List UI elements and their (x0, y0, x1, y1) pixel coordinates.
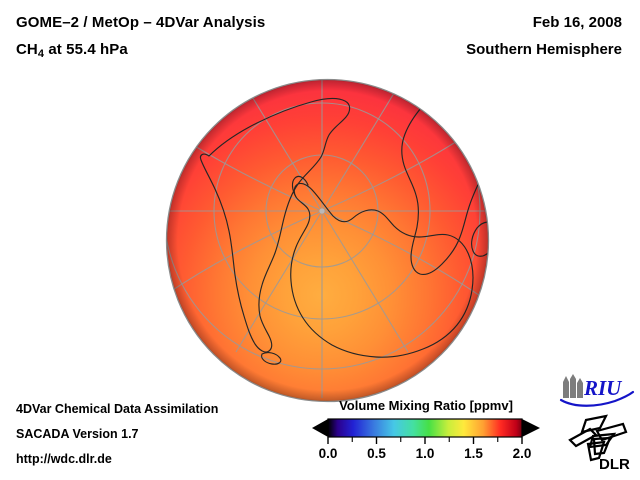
dlr-mark-icon (568, 414, 628, 462)
colorbar-max-arrow (522, 419, 540, 437)
colorbar-min-arrow (312, 419, 328, 437)
page-title: GOME–2 / MetOp – 4DVar Analysis (16, 14, 266, 31)
footer-assimilation-label: 4DVar Chemical Data Assimilation (16, 402, 219, 416)
species-subscript: 4 (37, 48, 45, 60)
species-name: CH (16, 41, 38, 58)
riu-swoosh-icon (559, 390, 635, 407)
riu-logo: RIU (559, 374, 635, 407)
orthographic-projection-svg (165, 78, 490, 403)
date-label: Feb 16, 2008 (532, 14, 622, 31)
colorbar: Volume Mixing Ratio [ppmv] (310, 398, 542, 476)
colorbar-tick-label-2: 1.0 (415, 446, 435, 461)
colorbar-tick-label-4: 2.0 (512, 446, 532, 461)
colorbar-tick-label-1: 0.5 (367, 446, 386, 461)
colorbar-title: Volume Mixing Ratio [ppmv] (339, 398, 513, 413)
colorbar-swatch (312, 418, 540, 444)
dlr-logo: DLR (568, 414, 630, 472)
colorbar-major-ticks (327, 437, 523, 444)
colorbar-minor-ticks (351, 437, 499, 442)
riu-tower-icon (563, 374, 583, 398)
footer-version-label: SACADA Version 1.7 (16, 427, 139, 441)
colorbar-tick-label-0: 0.0 (318, 446, 338, 461)
hemisphere-label: Southern Hemisphere (466, 41, 622, 58)
colorbar-tick-labels: 0.0 0.5 1.0 1.5 2.0 (310, 446, 542, 464)
species-level-label: CH4 at 55.4 hPa (16, 41, 128, 60)
globe-map (165, 78, 490, 403)
pressure-level-text: at 55.4 hPa (44, 41, 128, 58)
colorbar-tick-label-3: 1.5 (464, 446, 483, 461)
riu-logo-text: RIU (583, 376, 623, 400)
colorbar-gradient (328, 419, 522, 437)
footer-url-link[interactable]: http://wdc.dlr.de (16, 452, 112, 466)
dlr-logo-text: DLR (599, 456, 630, 472)
globe-limb-outline (165, 78, 490, 403)
globe-limb-shading (166, 79, 489, 402)
